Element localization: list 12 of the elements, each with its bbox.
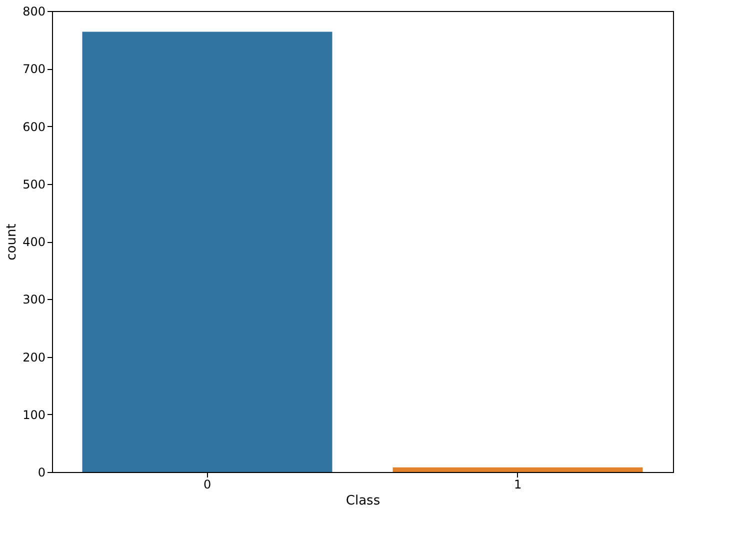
y-tick-label: 0 <box>38 466 46 480</box>
y-tick-label: 500 <box>22 177 46 192</box>
x-axis-title: Class <box>346 494 380 508</box>
y-tick-label: 300 <box>22 292 46 307</box>
y-tick-label: 400 <box>22 235 46 249</box>
y-tick-label: 600 <box>22 120 46 134</box>
y-tick-label: 700 <box>22 62 46 76</box>
y-tick-label: 800 <box>22 4 46 18</box>
y-axis-title: count <box>4 224 20 260</box>
x-tick-label: 1 <box>514 478 522 492</box>
y-tick-label: 100 <box>22 408 46 422</box>
y-tick-label: 200 <box>22 350 46 364</box>
